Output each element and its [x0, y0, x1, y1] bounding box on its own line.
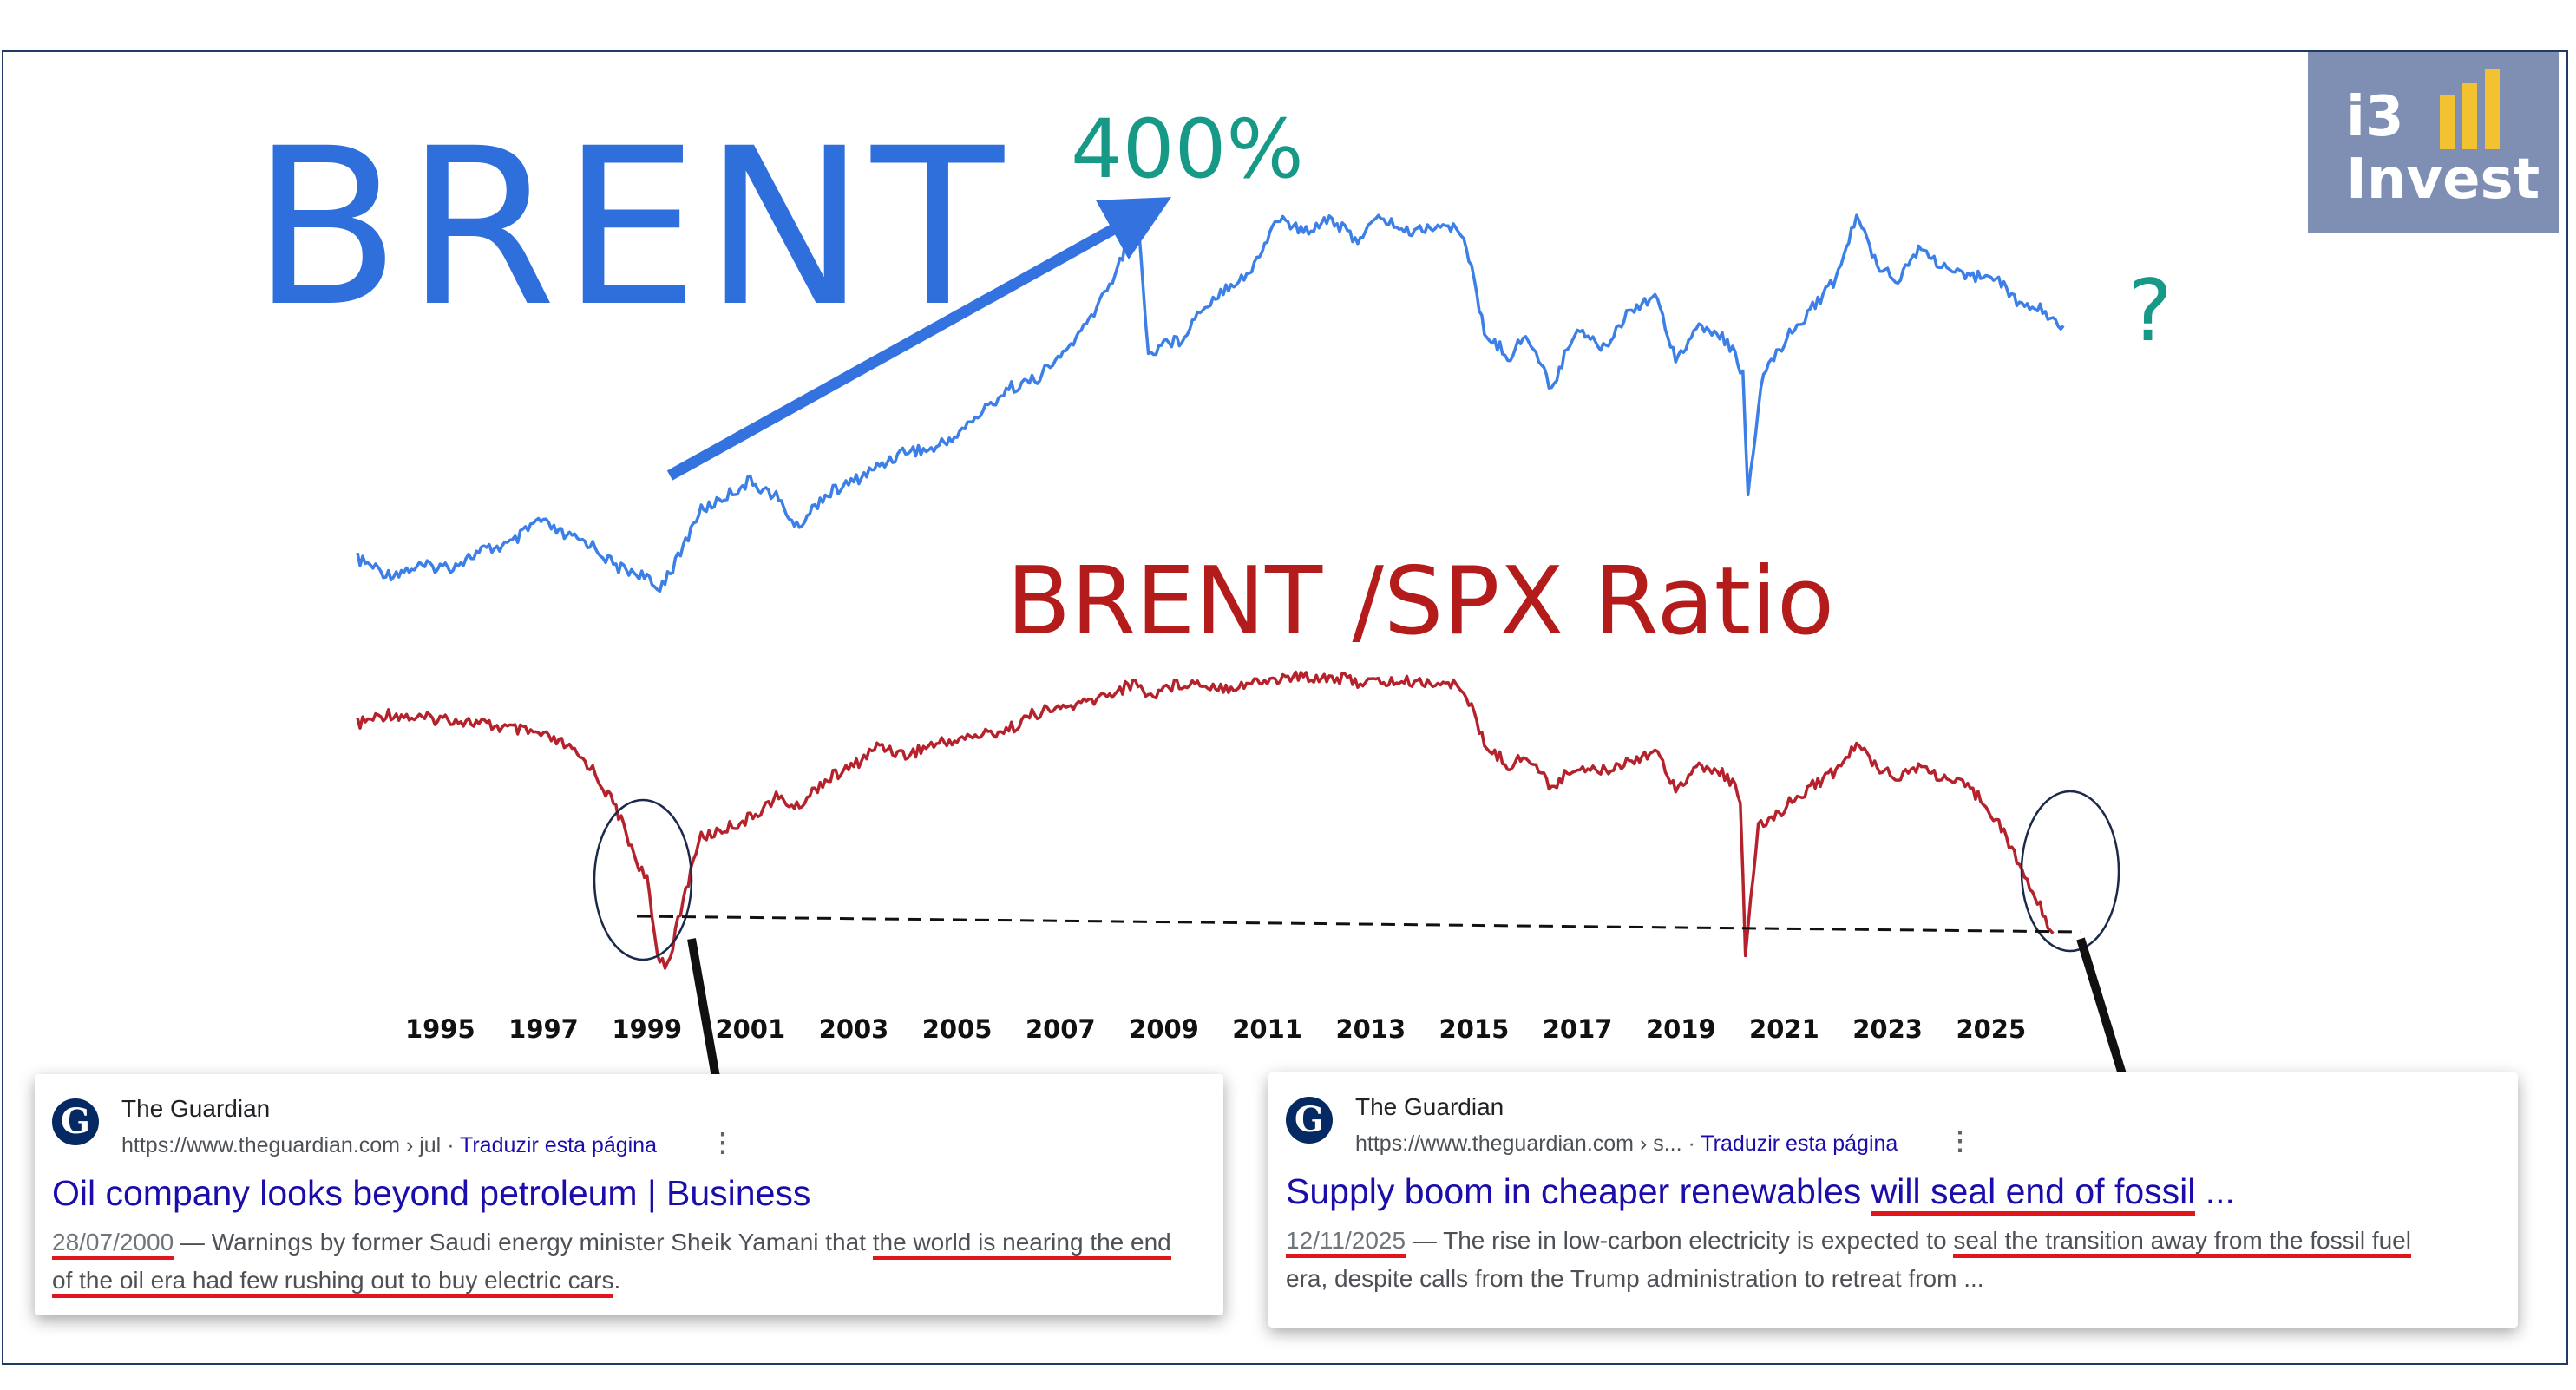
x-tick-label: 2021: [1749, 1014, 1819, 1044]
figure-frame: [2, 50, 2568, 1365]
result-headline[interactable]: Oil company looks beyond petroleum | Bus…: [52, 1173, 811, 1213]
brent-series-line: [356, 213, 2065, 593]
result-url-text: https://www.theguardian.com › jul: [121, 1133, 442, 1157]
result-url-text: https://www.theguardian.com › s...: [1355, 1131, 1682, 1156]
search-result-card-2025[interactable]: G The Guardian https://www.theguardian.c…: [1268, 1072, 2518, 1328]
logo-line1: i3: [2346, 85, 2404, 149]
x-tick-label: 2023: [1852, 1014, 1923, 1044]
future-question-mark: ?: [2127, 262, 2173, 361]
peak-gain-label: 400%: [1071, 102, 1304, 197]
x-tick-label: 2025: [1956, 1014, 2026, 1044]
result-snippet: 12/11/2025 — The rise in low-carbon elec…: [1286, 1227, 2411, 1292]
result-date: 12/11/2025: [1286, 1227, 1406, 1258]
snippet-highlight: the world is nearing the end: [872, 1229, 1171, 1260]
circle-1999-low: [593, 798, 693, 961]
x-tick-label: 2015: [1439, 1014, 1510, 1044]
result-url[interactable]: https://www.theguardian.com › jul · Trad…: [121, 1133, 657, 1157]
snippet-highlight: of the oil era had few rushing out to bu…: [52, 1267, 614, 1298]
result-snippet: 28/07/2000 — Warnings by former Saudi en…: [52, 1223, 1215, 1300]
translate-link[interactable]: Traduzir esta página: [460, 1133, 657, 1157]
logo-line2: Invest: [2346, 148, 2540, 212]
ratio-title: BRENT /SPX Ratio: [1006, 547, 1835, 656]
result-source: The Guardian: [1355, 1093, 1504, 1120]
more-options-icon[interactable]: ⋮: [710, 1129, 736, 1157]
snippet-text: Warnings by former Saudi energy minister…: [211, 1229, 873, 1256]
snippet-text: The rise in low-carbon electricity is ex…: [1443, 1227, 1954, 1254]
support-dashed-line: [636, 915, 2081, 934]
result-source: The Guardian: [121, 1095, 271, 1122]
result-headline[interactable]: Supply boom in cheaper renewables will s…: [1286, 1171, 2235, 1216]
x-tick-label: 1999: [612, 1014, 682, 1044]
logo-bar-icon: [2485, 69, 2500, 149]
headline-highlight: will seal end of fossil: [1871, 1171, 2196, 1216]
x-tick-label: 2003: [819, 1014, 889, 1044]
ratio-chart: [356, 670, 2055, 970]
x-tick-label: 2019: [1646, 1014, 1716, 1044]
x-tick-label: 2009: [1129, 1014, 1199, 1044]
result-url[interactable]: https://www.theguardian.com › s... · Tra…: [1355, 1131, 1898, 1156]
guardian-favicon-icon: G: [1286, 1097, 1333, 1144]
brent-chart: [356, 213, 2065, 593]
x-tick-label: 2007: [1026, 1014, 1096, 1044]
more-options-icon[interactable]: ⋮: [1947, 1127, 1973, 1156]
snippet-text: era, despite calls from the Trump admini…: [1286, 1265, 1984, 1292]
x-tick-label: 1997: [508, 1014, 579, 1044]
ratio-series-line: [356, 670, 2055, 970]
x-tick-label: 2005: [922, 1014, 993, 1044]
snippet-highlight: seal the transition away from the fossil…: [1953, 1227, 2411, 1258]
x-tick-label: 1995: [405, 1014, 475, 1044]
i3-invest-logo: i3 Invest: [2308, 52, 2559, 233]
x-tick-label: 2011: [1232, 1014, 1302, 1044]
logo-bar-icon: [2440, 95, 2455, 149]
search-result-card-2000[interactable]: G The Guardian https://www.theguardian.c…: [35, 1074, 1223, 1315]
result-date: 28/07/2000: [52, 1229, 174, 1260]
logo-bar-icon: [2462, 83, 2477, 149]
brent-title: BRENT: [252, 102, 1009, 354]
x-tick-label: 2013: [1335, 1014, 1406, 1044]
growth-arrow: [666, 197, 1172, 481]
guardian-favicon-icon: G: [52, 1098, 99, 1145]
x-tick-label: 2017: [1543, 1014, 1613, 1044]
x-axis-ticks: 1995 1997 1999 2001 2003 2005 2007 2009 2011 2013…: [405, 1014, 2026, 1044]
x-tick-label: 2001: [715, 1014, 785, 1044]
translate-link[interactable]: Traduzir esta página: [1701, 1131, 1898, 1156]
circle-2025-low: [2020, 790, 2120, 953]
